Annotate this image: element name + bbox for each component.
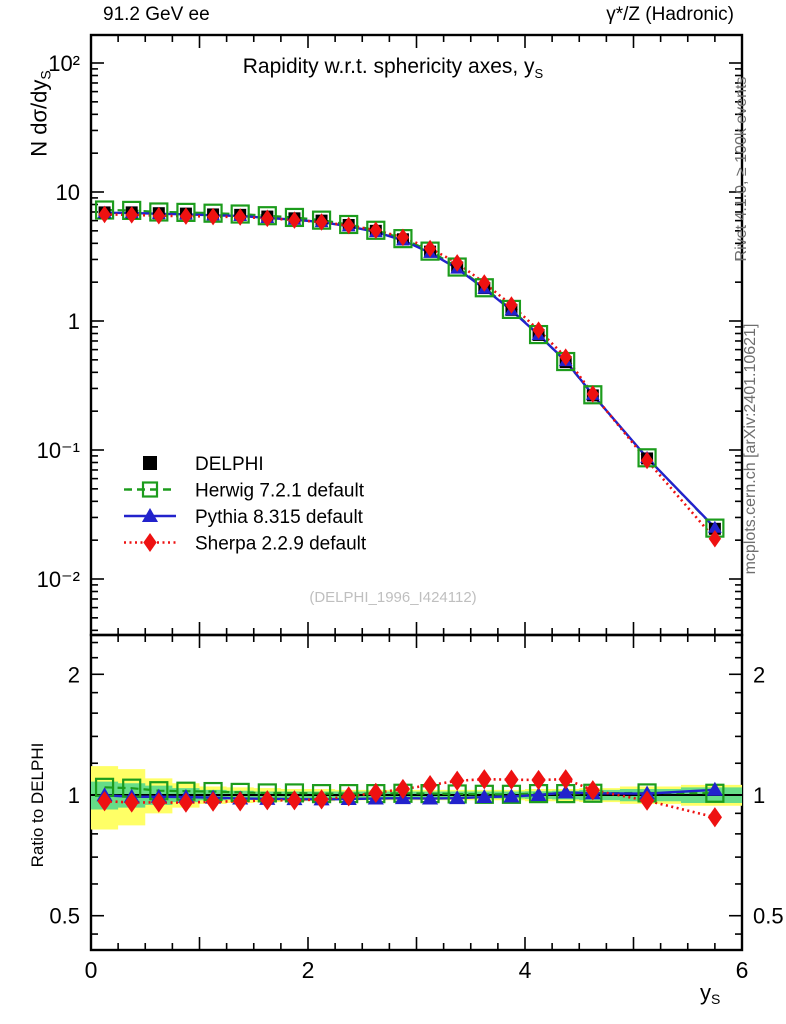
marker-diamond [179, 207, 193, 225]
ratio-ytick-label: 2 [68, 662, 80, 687]
marker-diamond [152, 206, 165, 225]
sherpa-main-line [104, 213, 716, 540]
marker-diamond [314, 789, 329, 810]
marker-diamond [639, 790, 655, 811]
xtick-label: 6 [736, 957, 749, 983]
ratio-ytick-label-right: 2 [753, 662, 765, 687]
marker-diamond [205, 791, 221, 812]
marker-diamond [504, 769, 519, 790]
main-panel-frame [89, 33, 744, 637]
main-yaxis-label-subscript: S [37, 70, 54, 80]
main-yaxis-label: N dσ/dyS [27, 14, 54, 214]
plot-title-subscript: S [534, 66, 544, 81]
main-yaxis-label-text: N dσ/dy [26, 79, 52, 157]
xaxis-label-text: y [700, 980, 711, 1005]
marker-diamond [287, 790, 302, 811]
marker-diamond [124, 792, 139, 813]
marker-triangle [422, 790, 439, 805]
marker-diamond [125, 206, 138, 224]
xtick-label: 0 [85, 957, 98, 983]
marker-triangle [476, 789, 493, 804]
marker-triangle [707, 520, 722, 533]
marker-diamond [97, 791, 112, 812]
marker-diamond [315, 213, 328, 231]
marker-diamond [260, 790, 275, 811]
marker-square-filled [143, 456, 157, 470]
marker-diamond [98, 205, 111, 224]
marker-diamond [478, 274, 491, 292]
marker-triangle [503, 788, 520, 803]
ratio-ytick-label: 0.5 [49, 904, 80, 929]
main-ytick-label: 10⁻² [37, 567, 80, 592]
marker-diamond [423, 239, 437, 258]
marker-diamond [451, 254, 464, 272]
process-label: γ*/Z (Hadronic) [606, 4, 734, 25]
main-ytick-label: 10² [48, 51, 80, 76]
marker-diamond [178, 792, 194, 813]
ratio-ytick-label-right: 0.5 [753, 904, 784, 929]
xaxis-label: yS [700, 980, 720, 1007]
plot-title-text: Rapidity w.r.t. sphericity axes, y [242, 55, 535, 78]
marker-diamond [368, 782, 383, 804]
marker-diamond [422, 775, 438, 796]
marker-diamond [143, 533, 157, 552]
marker-diamond [395, 778, 411, 800]
xaxis-label-subscript: S [711, 991, 721, 1007]
marker-diamond [288, 211, 301, 229]
marker-diamond [342, 216, 355, 235]
marker-diamond [558, 769, 573, 790]
legend-label-3: Sherpa 2.2.9 default [195, 534, 367, 555]
beam-energy-label: 91.2 GeV ee [103, 4, 210, 25]
mcplots-source-label: mcplots.cern.ch [arXiv:2401.10621] [742, 323, 759, 575]
xtick-label: 4 [519, 957, 532, 983]
ratio-yaxis-label: Ratio to DELPHI [28, 742, 47, 868]
marker-diamond [505, 296, 518, 314]
marker-diamond [369, 221, 382, 240]
plot-title: Rapidity w.r.t. sphericity axes, yS [0, 55, 786, 81]
main-ytick-label: 10⁻¹ [37, 438, 80, 463]
marker-diamond [531, 769, 546, 791]
marker-triangle [141, 507, 159, 522]
marker-triangle [557, 784, 574, 799]
marker-diamond [708, 530, 722, 548]
marker-diamond [233, 791, 248, 812]
legend-label-0: DELPHI [195, 454, 264, 475]
legend-label-1: Herwig 7.2.1 default [195, 481, 365, 502]
marker-triangle [449, 790, 466, 805]
marker-diamond [261, 209, 274, 228]
marker-square-open [141, 481, 159, 498]
xtick-label: 2 [302, 957, 315, 983]
main-ytick-label: 1 [68, 309, 80, 334]
ratio-ytick-label: 1 [68, 783, 80, 808]
marker-triangle [530, 786, 547, 801]
marker-diamond [450, 770, 465, 791]
marker-diamond [585, 780, 600, 801]
marker-diamond [477, 769, 492, 790]
marker-triangle [706, 781, 723, 796]
marker-diamond [151, 792, 166, 813]
marker-diamond [396, 228, 410, 247]
marker-diamond [234, 208, 247, 226]
marker-diamond [707, 807, 722, 828]
rivet-version-label: Rivet 4.1.0, ≥ 100k events [733, 76, 750, 262]
marker-diamond [341, 786, 356, 807]
legend-label-2: Pythia 8.315 default [195, 507, 364, 528]
marker-diamond [640, 451, 654, 470]
marker-diamond [206, 207, 220, 226]
analysis-id-watermark: (DELPHI_1996_I424112) [309, 589, 477, 606]
marker-diamond [586, 385, 599, 403]
ratio-ytick-label-right: 1 [753, 783, 765, 808]
marker-diamond [532, 321, 545, 339]
main-ytick-label: 10 [56, 180, 80, 205]
marker-diamond [559, 348, 572, 366]
